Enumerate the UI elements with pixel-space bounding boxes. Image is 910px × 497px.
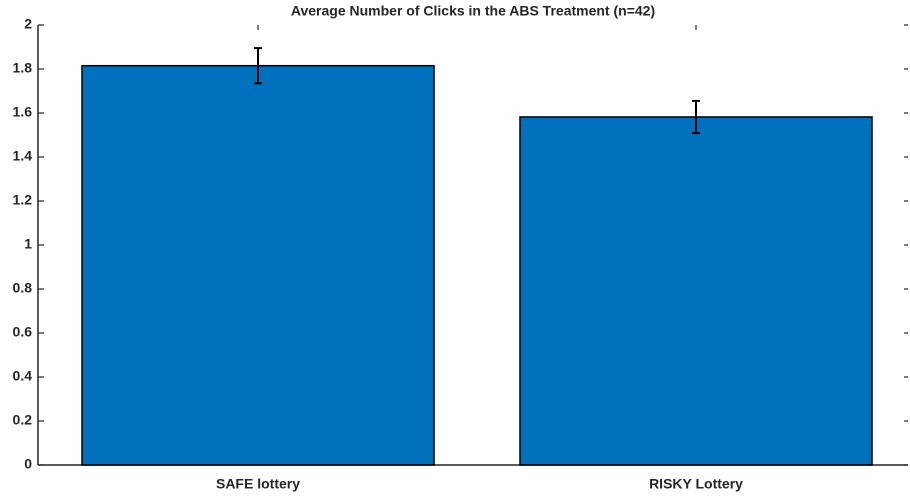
x-tick-label: SAFE lottery — [216, 476, 300, 492]
y-tick-label: 1.8 — [13, 60, 33, 76]
y-tick-label: 1.4 — [13, 148, 33, 164]
chart-title: Average Number of Clicks in the ABS Trea… — [291, 3, 655, 19]
y-tick-label: 2 — [24, 16, 32, 32]
y-tick-label: 1.2 — [13, 192, 33, 208]
error-bar — [692, 99, 700, 135]
error-bar — [254, 47, 262, 85]
y-tick-label: 0.6 — [13, 324, 33, 340]
y-tick-label: 0.8 — [13, 280, 33, 296]
y-tick-label: 0.4 — [13, 368, 33, 384]
y-tick-label: 1 — [24, 236, 32, 252]
x-tick-label: RISKY Lottery — [649, 476, 743, 492]
y-tick-label: 0.2 — [13, 412, 33, 428]
y-tick-label: 1.6 — [13, 104, 33, 120]
bar — [519, 116, 873, 466]
y-tick-label: 0 — [24, 456, 32, 472]
bar — [81, 64, 435, 466]
